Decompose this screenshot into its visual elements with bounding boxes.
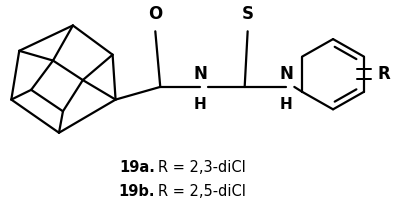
Text: S: S <box>242 5 254 23</box>
Text: 19b.: 19b. <box>119 184 155 199</box>
Text: O: O <box>148 5 162 23</box>
Text: 19a.: 19a. <box>120 160 155 175</box>
Text: R: R <box>378 65 391 83</box>
Text: N: N <box>193 65 207 83</box>
Text: R = 2,3-diCl: R = 2,3-diCl <box>158 160 246 175</box>
Text: H: H <box>280 97 293 112</box>
Text: R = 2,5-diCl: R = 2,5-diCl <box>158 184 246 199</box>
Text: H: H <box>194 97 206 112</box>
Text: N: N <box>280 65 293 83</box>
